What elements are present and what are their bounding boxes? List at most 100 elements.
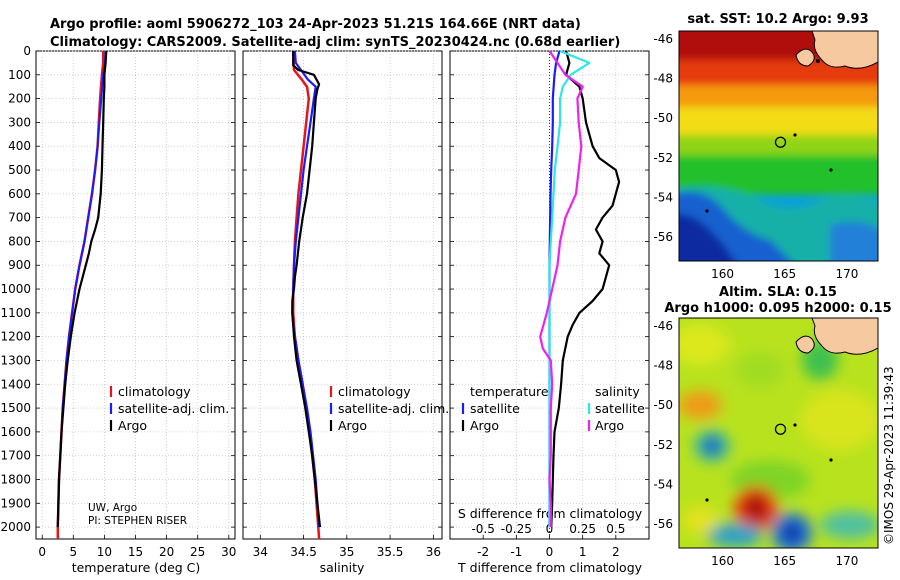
landmass — [811, 318, 878, 355]
x-tick-label: 5 — [69, 545, 77, 559]
sla-map-subtitle: Argo h1000: 0.095 h2000: 0.15 — [664, 301, 891, 316]
x-tick-label: 35.5 — [377, 545, 404, 559]
institution-note: UW, Argo — [88, 502, 137, 514]
salinity-x-tick-labels: 34 34.5 35 35.5 36 — [253, 545, 441, 559]
x-tick-label: 30 — [221, 545, 236, 559]
x-tick-label: 0 — [38, 545, 46, 559]
depth-tick-label: 200 — [8, 92, 31, 106]
salinity-axes-box — [242, 50, 443, 540]
x-tick-label: 15 — [128, 545, 143, 559]
sla-map-frame — [678, 317, 879, 549]
depth-tick-label: 100 — [8, 68, 31, 82]
t-difference-tick-labels: -2 -1 0 1 2 — [477, 545, 619, 559]
depth-tick-label: 1200 — [0, 330, 31, 344]
legend-title-salinity: salinity — [595, 384, 640, 399]
depth-tick-label: 900 — [8, 258, 31, 272]
x-tick-label: 0 — [546, 545, 554, 559]
salinity-panel: 34 34.5 35 35.5 36 salinity climatology … — [242, 50, 449, 575]
temperature-series — [56, 50, 108, 539]
legend-label-climatology: climatology — [118, 384, 191, 399]
salinity-x-axis-label: salinity — [320, 560, 365, 575]
series-line-satellite — [291, 50, 321, 528]
temperature-x-axis-label: temperature (deg C) — [72, 560, 201, 575]
x-tick-label: 20 — [159, 545, 174, 559]
latitude-tick-label: -54 — [653, 478, 673, 492]
longitude-tick-label: 160 — [711, 554, 734, 568]
depth-tick-label: 1900 — [0, 496, 31, 510]
latitude-tick-label: -56 — [653, 230, 673, 244]
depth-tick-label: 500 — [8, 163, 31, 177]
x-tick-label: 2 — [612, 545, 620, 559]
s-tick-label: 0.5 — [606, 522, 625, 536]
depth-tick-label: 1000 — [0, 282, 31, 296]
latitude-tick-label: -46 — [653, 32, 673, 46]
x-tick-label: 34 — [253, 545, 268, 559]
depth-tick-label: 1600 — [0, 425, 31, 439]
depth-tick-label: 2000 — [0, 520, 31, 534]
s-tick-label: 0.25 — [569, 522, 596, 536]
sla-field — [679, 318, 878, 548]
s-tick-label: -0.5 — [471, 522, 494, 536]
depth-tick-label: 700 — [8, 211, 31, 225]
latitude-tick-label: -48 — [653, 359, 673, 373]
longitude-tick-label: 165 — [773, 554, 796, 568]
series-line-argo — [56, 50, 108, 528]
latitude-tick-label: -46 — [653, 319, 673, 333]
legend-label-s-argo: Argo — [595, 418, 624, 433]
x-tick-label: 36 — [426, 545, 441, 559]
latitude-tick-label: -52 — [653, 438, 673, 452]
legend-label-t-satellite: satellite — [470, 401, 520, 416]
s-tick-label: -0.25 — [501, 522, 532, 536]
legend-label-argo: Argo — [118, 418, 147, 433]
depth-tick-label: 800 — [8, 234, 31, 248]
legend-title-temperature: temperature — [470, 384, 549, 399]
x-tick-label: -1 — [510, 545, 522, 559]
depth-tick-label: 1100 — [0, 306, 31, 320]
legend-label-s-satellite: satellite — [595, 401, 645, 416]
pi-note: PI: STEPHEN RISER — [88, 515, 187, 527]
latitude-tick-label: -48 — [653, 72, 673, 86]
difference-series — [539, 49, 621, 528]
salinity-series — [291, 50, 322, 540]
sst-field — [679, 31, 878, 261]
figure-title-line2: Climatology: CARS2009. Satellite-adj cli… — [50, 35, 620, 50]
series-line-s-argo — [539, 50, 584, 528]
temperature-legend: climatology satellite-adj. clim. Argo — [109, 384, 229, 433]
latitude-tick-label: -50 — [653, 398, 673, 412]
depth-tick-label: 600 — [8, 187, 31, 201]
x-tick-label: 35 — [339, 545, 354, 559]
series-line-argo — [291, 51, 322, 528]
landmass — [795, 48, 815, 67]
legend-label-t-argo: Argo — [470, 418, 499, 433]
sla-map: Altim. SLA: 0.15 Argo h1000: 0.095 h2000… — [653, 285, 891, 568]
s-difference-tick-labels: -0.5 -0.25 0 0.25 0.5 — [471, 522, 625, 536]
x-tick-label: 10 — [97, 545, 112, 559]
depth-tick-label: 300 — [8, 115, 31, 129]
temperature-x-tick-labels: 0 5 10 15 20 25 30 — [38, 545, 236, 559]
salinity-legend: climatology satellite-adj. clim. Argo — [329, 384, 449, 433]
longitude-tick-label: 160 — [711, 267, 734, 281]
x-tick-label: 34.5 — [290, 545, 317, 559]
legend-label-argo: Argo — [338, 418, 367, 433]
series-line-s-satellite — [548, 49, 591, 528]
temperature-grid — [36, 50, 235, 539]
x-tick-label: 25 — [190, 545, 205, 559]
figure-title-line1: Argo profile: aoml 5906272_103 24-Apr-20… — [50, 17, 581, 32]
latitude-tick-label: -54 — [653, 191, 673, 205]
sst-map: sat. SST: 10.2 Argo: 9.93 — [653, 12, 879, 281]
salinity-grid — [243, 50, 442, 539]
latitude-tick-label: -56 — [653, 517, 673, 531]
x-tick-label: 1 — [579, 545, 587, 559]
argo-float-marker — [774, 136, 787, 148]
depth-tick-label: 1400 — [0, 377, 31, 391]
x-tick-label: -2 — [477, 545, 489, 559]
depth-tick-label: 1800 — [0, 472, 31, 486]
difference-panel: -2 -1 0 1 2 -0.5 -0.25 0 0.25 0.5 S diff… — [449, 49, 650, 575]
series-line-climatology — [56, 51, 105, 539]
sst-map-title: sat. SST: 10.2 Argo: 9.93 — [687, 12, 868, 27]
series-line-t-argo — [550, 50, 621, 528]
sla-map-title: Altim. SLA: 0.15 — [719, 285, 837, 300]
imos-timestamp: ©IMOS 29-Apr-2023 11:39:43 — [882, 366, 896, 545]
legend-label-satellite: satellite-adj. clim. — [118, 401, 229, 416]
